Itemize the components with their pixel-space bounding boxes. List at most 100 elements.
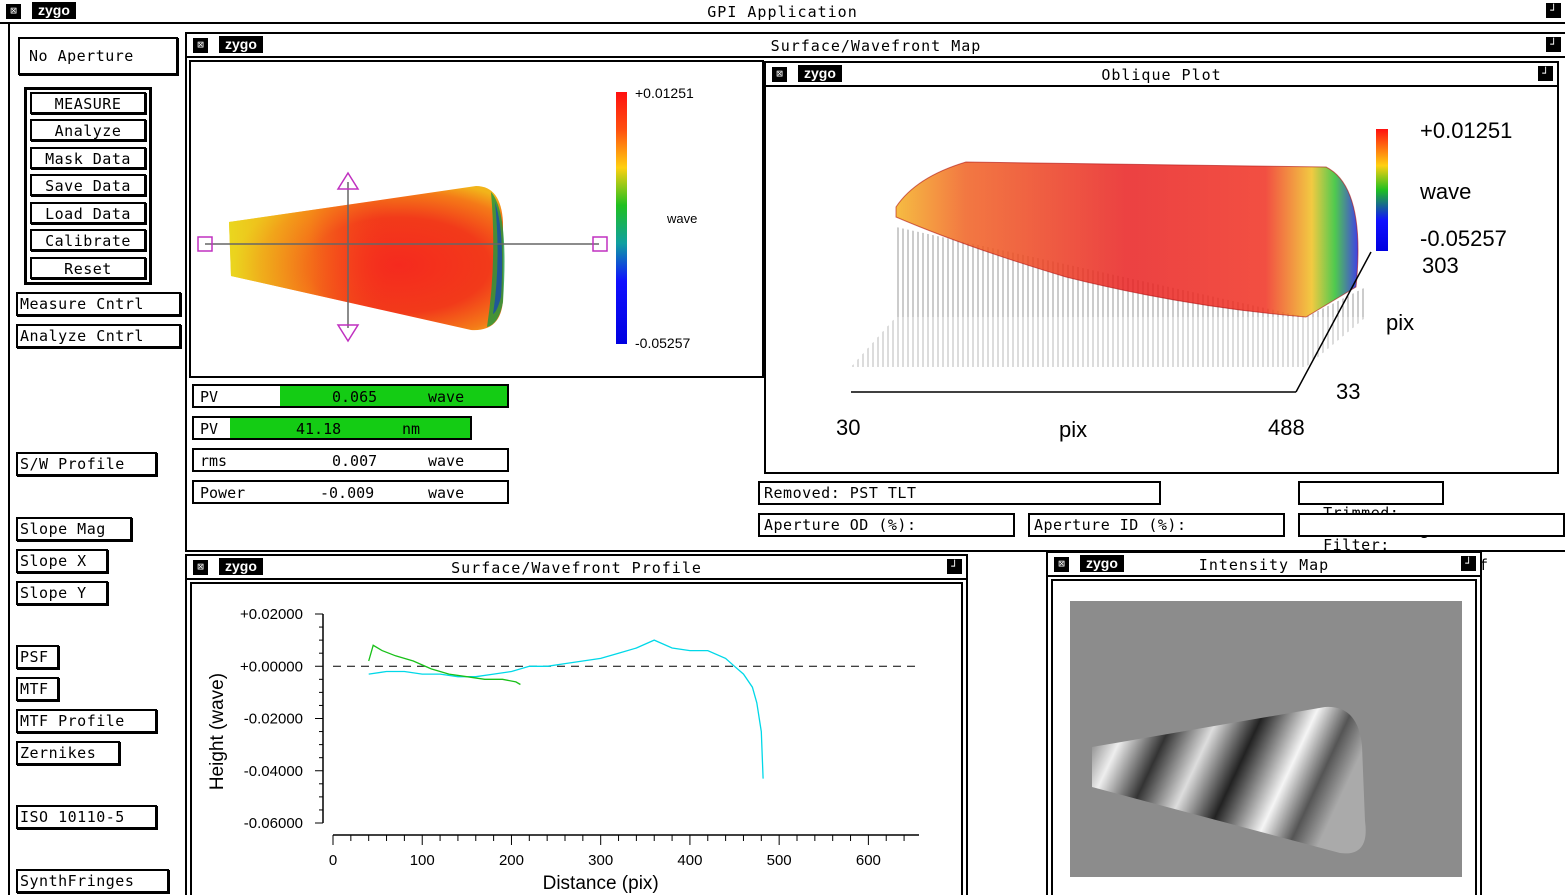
app-titlebar: ⊠ zygo GPI Application ┘	[0, 0, 1565, 24]
surface-map-plot[interactable]: +0.01251 wave -0.05257	[189, 60, 764, 378]
pv-wave-fill	[280, 386, 507, 406]
profile-plot-frame	[190, 582, 963, 895]
pv-nm-value: 41.18	[296, 420, 342, 438]
close-icon[interactable]: ⊠	[193, 560, 208, 575]
surface-map-title: Surface/Wavefront Map	[770, 37, 982, 55]
reset-button[interactable]: Reset	[30, 257, 146, 279]
slope-y-button[interactable]: Slope Y	[16, 581, 108, 605]
zygo-logo: zygo	[219, 558, 263, 575]
load-data-button[interactable]: Load Data	[30, 202, 146, 224]
close-icon[interactable]: ⊠	[772, 67, 787, 82]
oblique-x-unit: pix	[1059, 417, 1088, 442]
profile-handle-top	[336, 171, 360, 190]
oblique-x-min: 30	[836, 415, 861, 440]
rms-unit: wave	[428, 452, 465, 470]
pv-wave-value: 0.065	[332, 388, 378, 406]
iso-button[interactable]: ISO 10110-5	[16, 805, 157, 829]
x-tick-label: 0	[329, 852, 337, 869]
y-tick-label: -0.06000	[244, 815, 303, 832]
zernikes-button[interactable]: Zernikes	[16, 741, 120, 765]
pv-nm-unit: nm	[402, 420, 421, 438]
calibrate-button[interactable]: Calibrate	[30, 229, 146, 251]
fringe-shape	[1092, 706, 1366, 854]
profile-handle-left	[197, 236, 213, 252]
maximize-icon[interactable]: ┘	[1546, 3, 1561, 18]
y-tick-label: -0.02000	[244, 711, 303, 728]
slope-x-button[interactable]: Slope X	[16, 549, 108, 573]
surface-scale-min: -0.05257	[635, 335, 691, 351]
oblique-scale-unit: wave	[1420, 179, 1472, 204]
intensity-frame	[1051, 579, 1477, 895]
profile-title: Surface/Wavefront Profile	[451, 559, 702, 577]
y-axis-label: Height (wave)	[207, 673, 228, 790]
pv-wave-field: PV 0.065 wave	[192, 384, 509, 408]
oblique-titlebar: ⊠ zygo Oblique Plot ┘	[766, 63, 1557, 87]
intensity-image	[1070, 601, 1462, 877]
mask-data-button[interactable]: Mask Data	[30, 147, 146, 169]
psf-button[interactable]: PSF	[16, 645, 59, 669]
surface-map-titlebar: ⊠ zygo Surface/Wavefront Map ┘	[187, 34, 1565, 58]
close-icon[interactable]: ⊠	[6, 4, 21, 19]
pv-wave-label: PV	[200, 388, 219, 406]
profile-series-cyan	[368, 639, 764, 779]
aperture-button[interactable]: No Aperture	[18, 37, 178, 75]
intensity-title: Intensity Map	[1198, 556, 1330, 574]
save-data-button[interactable]: Save Data	[30, 174, 146, 196]
rms-label: rms	[200, 452, 228, 470]
oblique-x-max: 488	[1268, 415, 1305, 440]
y-tick-label: +0.02000	[240, 606, 303, 623]
maximize-icon[interactable]: ┘	[947, 559, 962, 574]
zygo-logo: zygo	[798, 65, 842, 82]
removed-field: Removed: PST TLT	[758, 481, 1161, 505]
oblique-colorbar	[1376, 129, 1388, 251]
surface-map-canvas	[197, 92, 627, 344]
filter-label: Filter:	[1323, 536, 1390, 554]
surface-colorbar	[616, 92, 627, 344]
power-value: -0.009	[320, 484, 375, 502]
app-left-border	[8, 22, 10, 895]
power-unit: wave	[428, 484, 465, 502]
pv-nm-fill	[230, 418, 470, 438]
zygo-logo: zygo	[32, 2, 76, 19]
profile-series-green	[368, 644, 521, 686]
oblique-y-min: 33	[1336, 379, 1361, 404]
profile-handle-right	[592, 236, 608, 252]
aperture-od-field[interactable]: Aperture OD (%):	[758, 513, 1015, 537]
pv-wave-unit: wave	[428, 388, 465, 406]
rms-field: rms 0.007 wave	[192, 448, 509, 472]
mtf-profile-button[interactable]: MTF Profile	[16, 709, 157, 733]
measure-button[interactable]: MEASURE	[30, 92, 146, 114]
oblique-y-max: 303	[1422, 253, 1459, 278]
power-field: Power -0.009 wave	[192, 480, 509, 504]
oblique-scale-min: -0.05257	[1420, 226, 1507, 251]
trimmed-field: Trimmed: 5	[1298, 481, 1444, 542]
synthfringes-button[interactable]: SynthFringes	[16, 869, 169, 893]
zygo-logo: zygo	[1080, 555, 1124, 572]
app-title: GPI Application	[707, 3, 858, 21]
oblique-title: Oblique Plot	[1101, 66, 1222, 84]
slope-mag-button[interactable]: Slope Mag	[16, 517, 132, 541]
aperture-id-field[interactable]: Aperture ID (%):	[1028, 513, 1285, 537]
close-icon[interactable]: ⊠	[193, 38, 208, 53]
mtf-button[interactable]: MTF	[16, 677, 59, 701]
intensity-map-window: ⊠ zygo Intensity Map ┘	[1046, 551, 1482, 895]
pv-nm-label: PV	[200, 420, 219, 438]
intensity-titlebar: ⊠ zygo Intensity Map ┘	[1048, 553, 1480, 577]
filter-field[interactable]: Filter: Off	[1298, 513, 1565, 574]
analyze-cntrl-button[interactable]: Analyze Cntrl	[16, 324, 181, 348]
x-tick-label: 400	[677, 852, 702, 869]
sw-profile-button[interactable]: S/W Profile	[16, 452, 157, 476]
x-axis-label: Distance (pix)	[543, 873, 659, 894]
oblique-canvas	[851, 129, 1388, 393]
pv-nm-field: PV 41.18 nm	[192, 416, 472, 440]
maximize-icon[interactable]: ┘	[1461, 556, 1476, 571]
x-tick-label: 100	[410, 852, 435, 869]
surface-scale-unit: wave	[667, 211, 698, 226]
maximize-icon[interactable]: ┘	[1538, 66, 1553, 81]
measure-cntrl-button[interactable]: Measure Cntrl	[16, 292, 181, 316]
close-icon[interactable]: ⊠	[1054, 557, 1069, 572]
oblique-surface	[896, 162, 1358, 317]
maximize-icon[interactable]: ┘	[1546, 37, 1561, 52]
analyze-button[interactable]: Analyze	[30, 119, 146, 141]
x-tick-label: 300	[588, 852, 613, 869]
